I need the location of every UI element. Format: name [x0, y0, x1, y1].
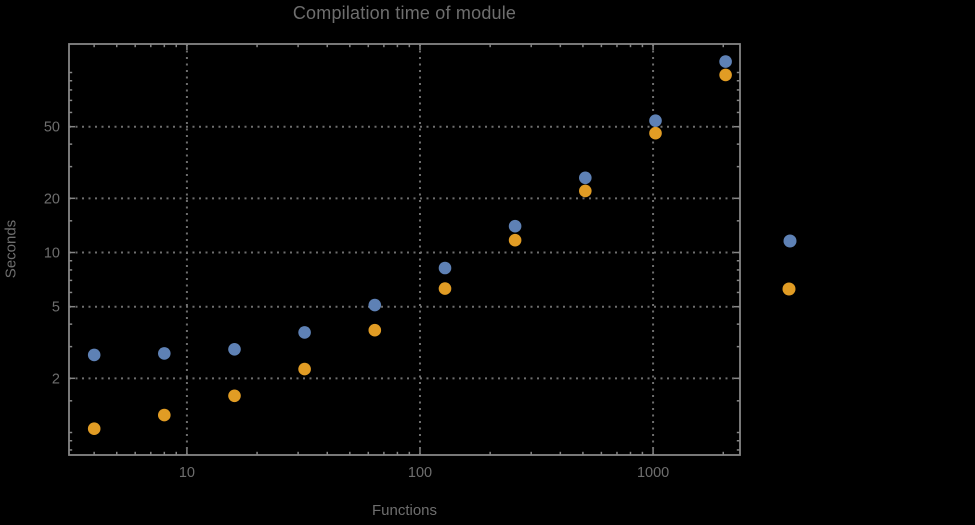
- data-point: [438, 261, 452, 275]
- data-point: [158, 408, 171, 422]
- x-axis-label: Functions: [371, 502, 438, 519]
- series-2: [87, 68, 732, 436]
- series-1: [87, 55, 732, 362]
- data-point: [87, 348, 101, 362]
- data-point: [228, 343, 241, 356]
- data-point: [298, 326, 311, 339]
- y-tick-label: 5: [52, 300, 60, 316]
- data-point: [579, 184, 592, 198]
- tick-marks: [69, 44, 740, 455]
- data-point: [438, 282, 452, 295]
- x-tick-label: 100: [408, 465, 432, 481]
- data-point: [579, 171, 592, 185]
- data-points: [87, 55, 732, 436]
- data-point: [368, 323, 382, 337]
- y-tick-label: 2: [52, 371, 60, 387]
- frame-border: [68, 43, 741, 456]
- data-point: [719, 68, 732, 82]
- tick-labels: 10 100 1000 2 5 10 20 50: [44, 120, 669, 481]
- data-point: [508, 233, 522, 247]
- data-point: [87, 422, 101, 436]
- x-tick-label: 10: [179, 465, 195, 481]
- y-tick-label: 50: [44, 120, 60, 136]
- chart-title: Compilation time of module: [292, 3, 517, 23]
- data-point: [649, 114, 662, 127]
- data-point: [158, 347, 171, 360]
- y-tick-label: 10: [44, 246, 60, 262]
- data-point: [228, 389, 241, 403]
- x-tick-label: 1000: [637, 465, 669, 481]
- data-point: [368, 298, 382, 312]
- data-point: [719, 55, 732, 68]
- y-tick-label: 20: [44, 191, 60, 207]
- data-point: [298, 362, 311, 376]
- data-point: [508, 219, 522, 233]
- plot-frame: [68, 43, 741, 456]
- data-point: [649, 126, 662, 140]
- gridlines: [69, 44, 740, 455]
